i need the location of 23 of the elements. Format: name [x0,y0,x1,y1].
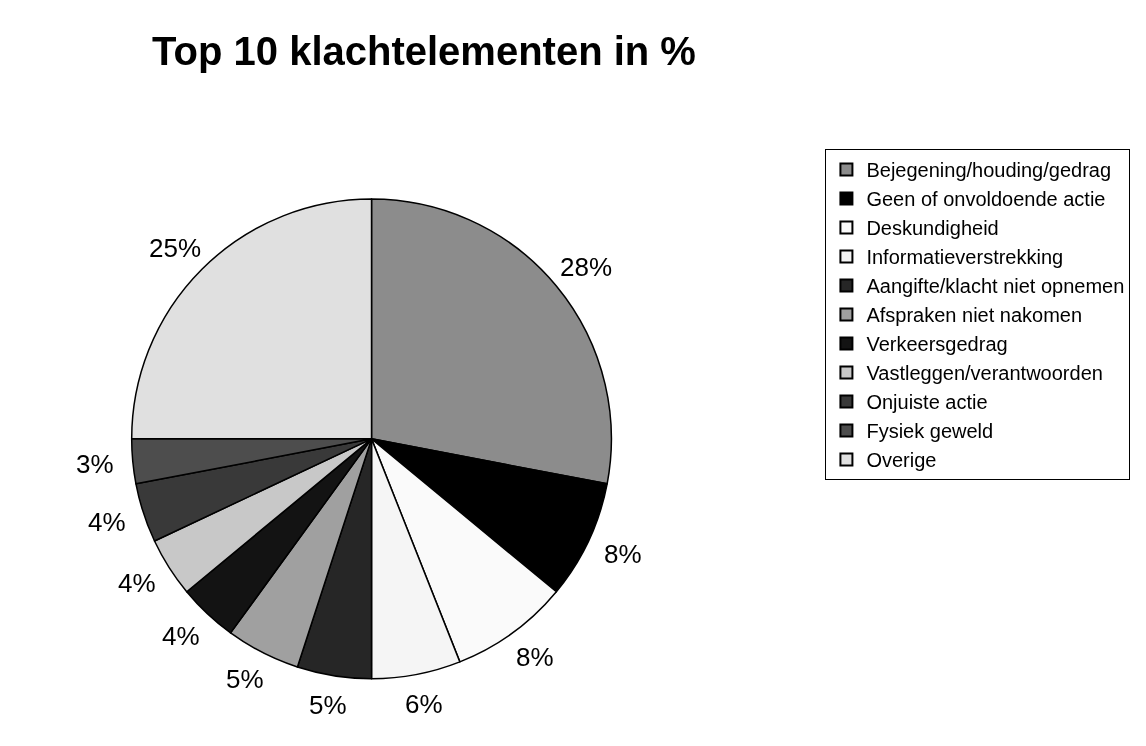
legend-label: Vastleggen/verantwoorden [866,362,1103,385]
legend-label: Deskundigheid [866,217,999,240]
data-label: 28% [560,252,613,282]
legend-label: Afspraken niet nakomen [866,304,1083,327]
legend-label: Overige [866,449,937,472]
data-label: 6% [405,689,443,719]
data-label: 8% [516,642,554,672]
data-label: 8% [604,539,642,569]
data-label: 5% [226,664,264,694]
legend-label: Verkeersgedrag [866,333,1008,356]
data-label: 4% [118,568,156,598]
legend-label: Aangifte/klacht niet opnemen [866,275,1125,298]
chart-title: Top 10 klachtelementen in % [152,29,696,74]
legend-label: Bejegening/houding/gedrag [866,159,1112,182]
data-label: 3% [76,449,114,479]
legend-label: Onjuiste actie [866,391,988,414]
data-label: 4% [162,621,200,651]
data-label: 25% [149,233,202,263]
data-label: 4% [88,507,126,537]
legend-label: Geen of onvoldoende actie [866,188,1106,211]
legend-label: Fysiek geweld [866,420,994,443]
legend-label: Informatieverstrekking [866,246,1064,269]
data-label: 5% [309,690,347,720]
